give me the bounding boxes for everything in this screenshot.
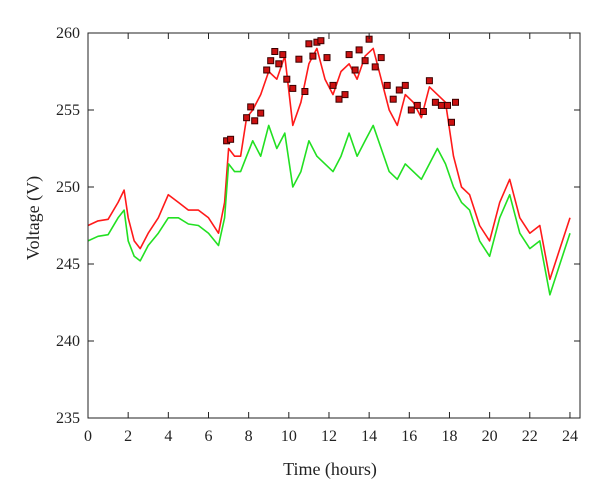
data-marker	[301, 88, 309, 95]
x-tick-label: 24	[562, 428, 578, 445]
data-marker	[431, 98, 439, 106]
data-marker	[351, 66, 359, 74]
data-marker	[452, 98, 459, 106]
x-tick-label: 12	[321, 428, 337, 445]
data-marker	[267, 57, 275, 65]
x-axis-title: Time (hours)	[283, 459, 377, 480]
data-marker	[257, 109, 265, 117]
data-marker	[355, 46, 363, 54]
data-marker	[227, 135, 235, 143]
data-marker	[275, 60, 283, 68]
data-marker	[247, 103, 255, 111]
plot-area	[88, 35, 571, 296]
x-tick-label: 18	[441, 428, 457, 445]
x-tick-label: 4	[164, 428, 172, 445]
data-marker	[361, 57, 369, 65]
plot-series-group	[88, 35, 571, 296]
x-tick-label: 14	[361, 428, 377, 445]
data-marker	[425, 77, 433, 85]
y-tick-label: 240	[56, 333, 80, 350]
y-tick-label: 235	[56, 410, 80, 427]
x-tick-label: 2	[124, 428, 132, 445]
plot-frame	[87, 32, 581, 419]
x-tick-label: 22	[522, 428, 538, 445]
data-marker	[305, 40, 313, 48]
data-marker	[444, 101, 451, 109]
data-marker	[295, 55, 303, 63]
y-tick-label: 260	[56, 25, 80, 42]
x-tick-label: 20	[482, 428, 498, 445]
data-marker	[341, 91, 349, 99]
x-tick-label: 16	[401, 428, 417, 445]
y-tick-label: 245	[56, 256, 80, 273]
data-marker	[371, 63, 379, 71]
data-marker	[401, 81, 409, 89]
data-marker	[377, 54, 385, 62]
data-marker	[413, 101, 421, 109]
series-line-green	[88, 124, 571, 296]
data-marker	[395, 86, 403, 94]
data-marker	[335, 95, 343, 103]
x-tick-label: 0	[84, 428, 92, 445]
y-tick-label: 255	[56, 102, 80, 119]
x-tick-label: 6	[204, 428, 212, 445]
data-marker	[389, 95, 397, 103]
y-axis-title: Voltage (V)	[23, 176, 44, 260]
data-marker	[251, 117, 259, 125]
data-marker	[283, 75, 291, 83]
x-tick-label: 8	[245, 428, 253, 445]
data-marker	[407, 106, 415, 114]
data-marker	[317, 37, 325, 45]
data-marker	[289, 84, 297, 92]
data-marker	[263, 66, 271, 74]
data-marker	[329, 81, 337, 89]
data-marker	[243, 114, 251, 122]
series-line-red	[88, 47, 571, 281]
data-marker	[448, 118, 455, 126]
y-tick-label: 250	[56, 179, 80, 196]
data-marker	[271, 48, 279, 55]
x-tick-label: 10	[281, 428, 297, 445]
data-marker	[437, 101, 445, 109]
data-marker	[383, 81, 391, 89]
data-marker	[323, 54, 331, 62]
data-marker	[309, 52, 317, 60]
data-marker	[279, 51, 287, 59]
data-marker	[419, 108, 427, 115]
data-marker	[345, 51, 353, 59]
